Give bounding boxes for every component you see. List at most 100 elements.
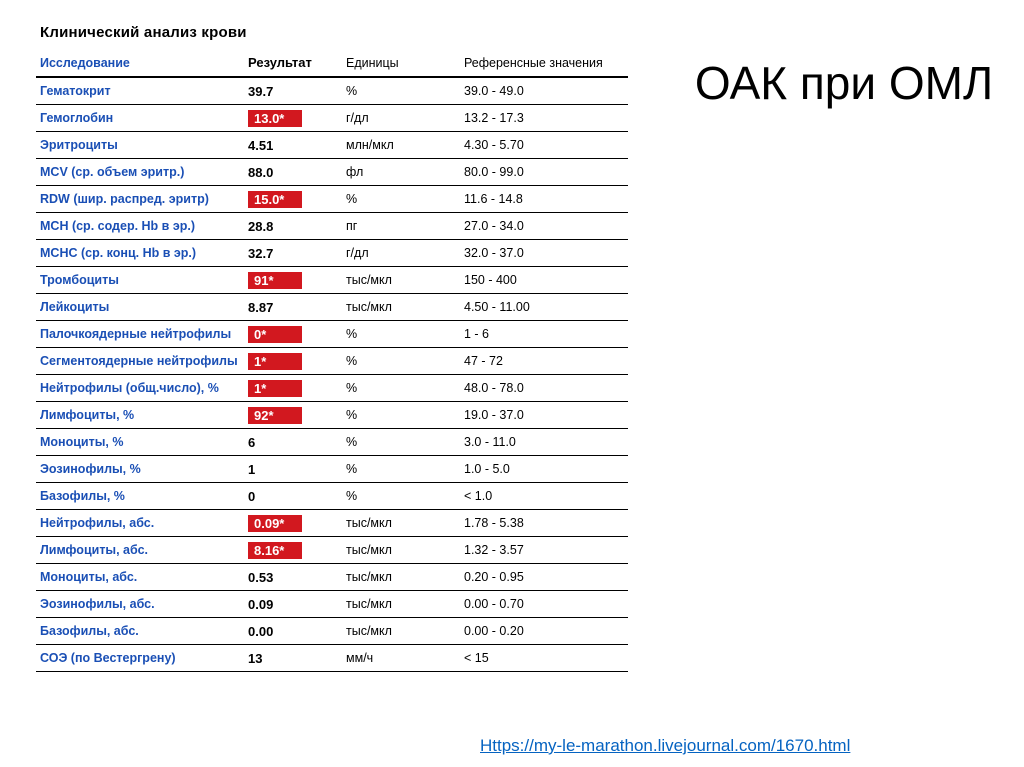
result-value: 1	[244, 456, 342, 483]
unit: пг	[342, 213, 460, 240]
result-value: 0.09*	[244, 510, 342, 537]
test-name: MCV (ср. объем эритр.)	[36, 159, 244, 186]
reference-range: 11.6 - 14.8	[460, 186, 628, 213]
slide: Клинический анализ крови Исследование Ре…	[0, 0, 1024, 767]
table-row: RDW (шир. распред. эритр)15.0*%11.6 - 14…	[36, 186, 628, 213]
table-row: Гемоглобин13.0*г/дл13.2 - 17.3	[36, 105, 628, 132]
unit: тыс/мкл	[342, 267, 460, 294]
flagged-result: 1*	[248, 353, 302, 370]
flagged-result: 15.0*	[248, 191, 302, 208]
table-title: Клинический анализ крови	[36, 18, 628, 49]
reference-range: 0.00 - 0.20	[460, 618, 628, 645]
unit: тыс/мкл	[342, 510, 460, 537]
flagged-result: 92*	[248, 407, 302, 424]
flagged-result: 0*	[248, 326, 302, 343]
test-name: Моноциты, абс.	[36, 564, 244, 591]
table-row: Тромбоциты91*тыс/мкл150 - 400	[36, 267, 628, 294]
unit: мм/ч	[342, 645, 460, 672]
result-value: 0	[244, 483, 342, 510]
reference-range: < 1.0	[460, 483, 628, 510]
reference-range: 1.32 - 3.57	[460, 537, 628, 564]
test-name: Лейкоциты	[36, 294, 244, 321]
table-row: MCHC (ср. конц. Hb в эр.)32.7г/дл32.0 - …	[36, 240, 628, 267]
unit: млн/мкл	[342, 132, 460, 159]
table-row: Лимфоциты, %92*%19.0 - 37.0	[36, 402, 628, 429]
unit: %	[342, 483, 460, 510]
test-name: Палочкоядерные нейтрофилы	[36, 321, 244, 348]
result-value: 8.87	[244, 294, 342, 321]
test-name: Эозинофилы, %	[36, 456, 244, 483]
flagged-result: 8.16*	[248, 542, 302, 559]
test-name: RDW (шир. распред. эритр)	[36, 186, 244, 213]
reference-range: 47 - 72	[460, 348, 628, 375]
test-name: Лимфоциты, абс.	[36, 537, 244, 564]
unit: %	[342, 429, 460, 456]
table-row: Базофилы, абс.0.00тыс/мкл0.00 - 0.20	[36, 618, 628, 645]
flagged-result: 1*	[248, 380, 302, 397]
result-value: 8.16*	[244, 537, 342, 564]
table-row: Эритроциты4.51млн/мкл4.30 - 5.70	[36, 132, 628, 159]
reference-range: 48.0 - 78.0	[460, 375, 628, 402]
result-value: 28.8	[244, 213, 342, 240]
result-value: 0.00	[244, 618, 342, 645]
test-name: Нейтрофилы, абс.	[36, 510, 244, 537]
table-row: MCV (ср. объем эритр.)88.0фл80.0 - 99.0	[36, 159, 628, 186]
test-name: Гематокрит	[36, 77, 244, 105]
header-ref: Референсные значения	[460, 49, 628, 77]
test-name: MCH (ср. содер. Hb в эр.)	[36, 213, 244, 240]
source-link[interactable]: Https://my-le-marathon.livejournal.com/1…	[480, 736, 850, 756]
table-row: Базофилы, %0%< 1.0	[36, 483, 628, 510]
table-row: Сегментоядерные нейтрофилы1*%47 - 72	[36, 348, 628, 375]
table-row: Гематокрит39.7%39.0 - 49.0	[36, 77, 628, 105]
table-header-row: Исследование Результат Единицы Референсн…	[36, 49, 628, 77]
reference-range: 150 - 400	[460, 267, 628, 294]
unit: %	[342, 402, 460, 429]
result-value: 0*	[244, 321, 342, 348]
unit: тыс/мкл	[342, 537, 460, 564]
reference-range: 1 - 6	[460, 321, 628, 348]
reference-range: 1.78 - 5.38	[460, 510, 628, 537]
result-value: 1*	[244, 348, 342, 375]
result-value: 88.0	[244, 159, 342, 186]
unit: %	[342, 348, 460, 375]
results-table: Исследование Результат Единицы Референсн…	[36, 49, 628, 672]
result-value: 6	[244, 429, 342, 456]
result-value: 91*	[244, 267, 342, 294]
table-row: Нейтрофилы, абс.0.09* тыс/мкл1.78 - 5.38	[36, 510, 628, 537]
slide-title: ОАК при ОМЛ	[684, 58, 1004, 110]
unit: %	[342, 456, 460, 483]
table-row: Эозинофилы, абс.0.09тыс/мкл0.00 - 0.70	[36, 591, 628, 618]
reference-range: 1.0 - 5.0	[460, 456, 628, 483]
result-value: 13.0*	[244, 105, 342, 132]
table-row: Нейтрофилы (общ.число), %1*%48.0 - 78.0	[36, 375, 628, 402]
unit: тыс/мкл	[342, 564, 460, 591]
table-row: СОЭ (по Вестергрену)13мм/ч< 15	[36, 645, 628, 672]
unit: тыс/мкл	[342, 294, 460, 321]
test-name: Нейтрофилы (общ.число), %	[36, 375, 244, 402]
table-row: Лимфоциты, абс.8.16* тыс/мкл1.32 - 3.57	[36, 537, 628, 564]
test-name: MCHC (ср. конц. Hb в эр.)	[36, 240, 244, 267]
test-name: Эозинофилы, абс.	[36, 591, 244, 618]
reference-range: 3.0 - 11.0	[460, 429, 628, 456]
unit: тыс/мкл	[342, 618, 460, 645]
result-value: 39.7	[244, 77, 342, 105]
test-name: Гемоглобин	[36, 105, 244, 132]
header-unit: Единицы	[342, 49, 460, 77]
reference-range: 80.0 - 99.0	[460, 159, 628, 186]
result-value: 4.51	[244, 132, 342, 159]
test-name: Базофилы, %	[36, 483, 244, 510]
unit: г/дл	[342, 105, 460, 132]
test-name: Базофилы, абс.	[36, 618, 244, 645]
table-row: Моноциты, %6%3.0 - 11.0	[36, 429, 628, 456]
reference-range: 0.00 - 0.70	[460, 591, 628, 618]
unit: %	[342, 321, 460, 348]
flagged-result: 0.09*	[248, 515, 302, 532]
flagged-result: 91*	[248, 272, 302, 289]
result-value: 15.0*	[244, 186, 342, 213]
table-row: Эозинофилы, %1%1.0 - 5.0	[36, 456, 628, 483]
unit: %	[342, 77, 460, 105]
reference-range: 4.50 - 11.00	[460, 294, 628, 321]
reference-range: 39.0 - 49.0	[460, 77, 628, 105]
reference-range: 27.0 - 34.0	[460, 213, 628, 240]
header-result: Результат	[244, 49, 342, 77]
